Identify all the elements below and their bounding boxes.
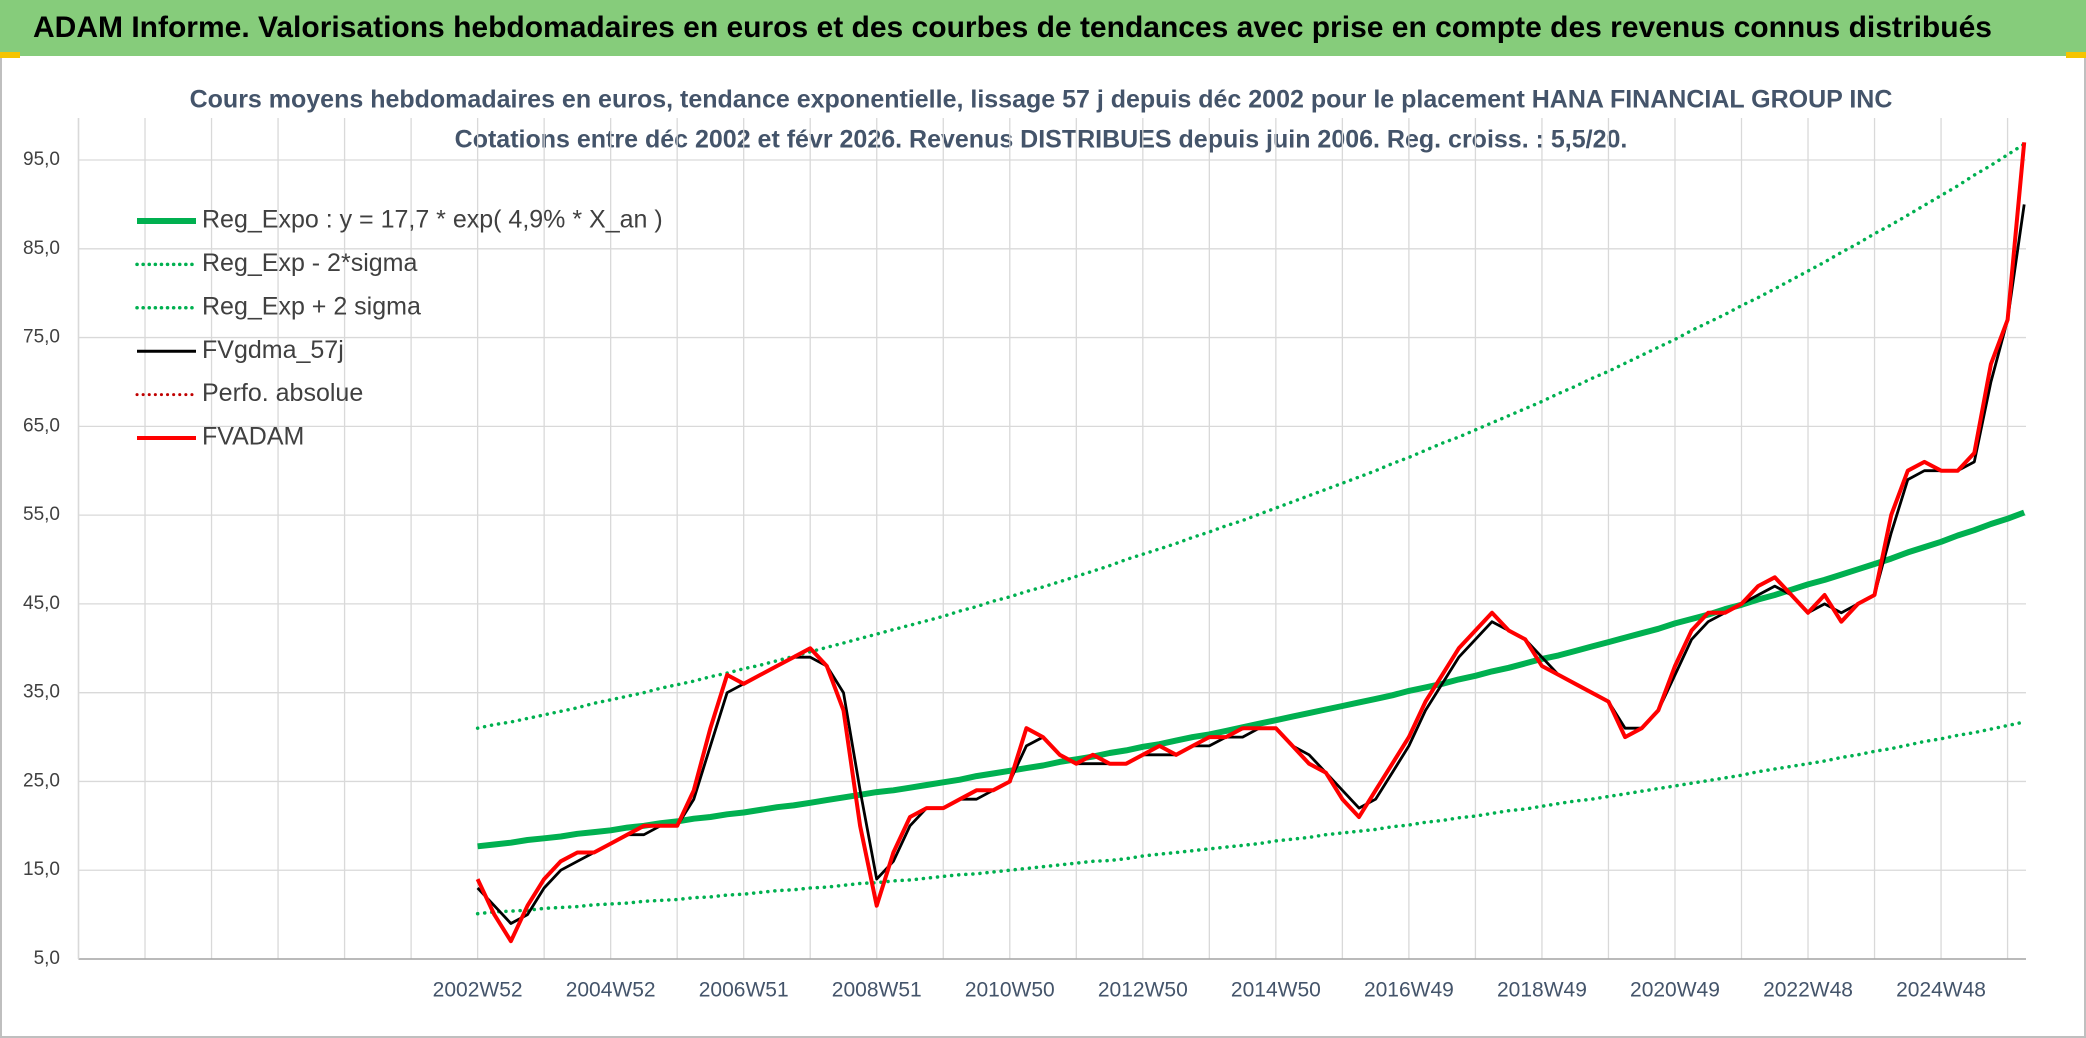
- x-tick-label: 2016W49: [1364, 979, 1454, 1002]
- x-tick-label: 2010W50: [965, 979, 1055, 1002]
- y-tick-label: 45,0: [23, 593, 60, 614]
- x-tick-label: 2020W49: [1630, 979, 1720, 1002]
- y-tick-label: 85,0: [23, 238, 60, 259]
- legend-label: Reg_Exp - 2*sigma: [202, 249, 417, 277]
- y-tick-label: 65,0: [23, 415, 60, 436]
- series-line: [477, 509, 2026, 850]
- x-tick-label: 2018W49: [1497, 979, 1587, 1002]
- series-line: [475, 142, 2026, 730]
- x-tick-label: 2022W48: [1763, 979, 1853, 1002]
- y-tick-label: 35,0: [23, 682, 60, 703]
- legend-label: Reg_Expo : y = 17,7 * exp( 4,9% * X_an ): [202, 206, 663, 234]
- legend-label: Perfo. absolue: [202, 379, 363, 407]
- series-line: [475, 720, 2026, 916]
- x-tick-label: 2014W50: [1231, 979, 1321, 1002]
- header-bar: [0, 0, 2086, 56]
- grid: 5,0 15,0 25,0 35,0 45,0 55,0 65,0 75,0 85,0 95,0 2…: [23, 118, 2026, 1002]
- y-tick-label: 5,0: [34, 948, 60, 969]
- x-tick-label: 2002W52: [433, 979, 523, 1002]
- y-tick-label: 95,0: [23, 149, 60, 170]
- x-tick-label: 2024W48: [1896, 979, 1986, 1002]
- subtitle: Cotations entre déc 2002 et févr 2026. R…: [455, 126, 1628, 154]
- legend: Reg_Expo : y = 17,7 * exp( 4,9% * X_an )…: [135, 206, 663, 451]
- corner: [0, 52, 20, 58]
- legend-label: FVADAM: [202, 423, 304, 451]
- corner: [2066, 52, 2086, 58]
- series-line: [476, 204, 2026, 925]
- chart-title: ADAM Informe. Valorisations hebdomadaire…: [33, 11, 1992, 44]
- x-tick-label: 2004W52: [566, 979, 656, 1002]
- x-tick-label: 2006W51: [699, 979, 789, 1002]
- y-tick-label: 25,0: [23, 770, 60, 791]
- y-tick-label: 75,0: [23, 327, 60, 348]
- series-line: [475, 142, 2027, 944]
- legend-label: Reg_Exp + 2 sigma: [202, 292, 421, 320]
- plot: [475, 142, 2027, 944]
- legend-label: FVgdma_57j: [202, 336, 344, 364]
- x-tick-label: 2012W50: [1098, 979, 1188, 1002]
- y-tick-label: 15,0: [23, 859, 60, 880]
- x-tick-label: 2008W51: [832, 979, 922, 1002]
- y-tick-label: 55,0: [23, 504, 60, 525]
- subtitle: Cours moyens hebdomadaires en euros, ten…: [190, 86, 1893, 114]
